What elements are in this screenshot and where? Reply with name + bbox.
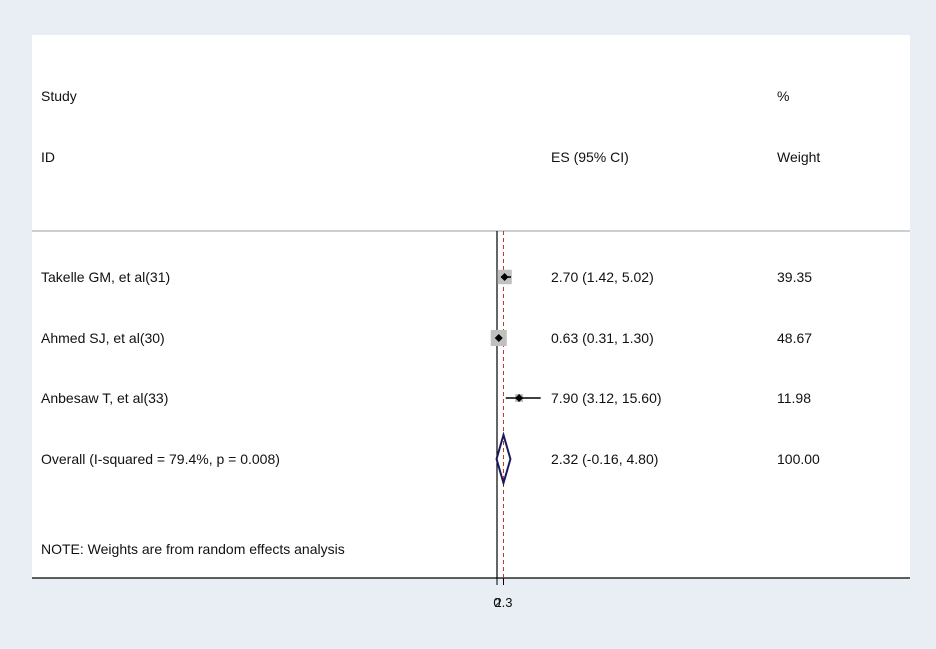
x-tick-label: 0 bbox=[493, 595, 500, 610]
study-ci-text: 0.63 (0.31, 1.30) bbox=[551, 330, 654, 346]
x-tick-label: 2.3 bbox=[494, 595, 512, 610]
overall-weight: 100.00 bbox=[777, 451, 820, 467]
overall-diamond bbox=[495, 431, 512, 487]
header-es-ci: ES (95% CI) bbox=[551, 149, 629, 165]
header-study: Study bbox=[41, 88, 77, 104]
study-point-estimate bbox=[494, 334, 503, 342]
study-label: Takelle GM, et al(31) bbox=[41, 269, 171, 285]
plot-panel bbox=[32, 35, 910, 578]
study-point-estimate bbox=[515, 394, 524, 402]
study-label: Ahmed SJ, et al(30) bbox=[41, 330, 165, 346]
study-weight: 39.35 bbox=[777, 269, 813, 285]
header-id: ID bbox=[41, 149, 55, 165]
header-percent: % bbox=[777, 88, 790, 104]
study-weight: 48.67 bbox=[777, 330, 813, 346]
note-text: NOTE: Weights are from random effects an… bbox=[41, 541, 345, 557]
study-ci-text: 7.90 (3.12, 15.60) bbox=[551, 390, 662, 406]
study-label: Anbesaw T, et al(33) bbox=[41, 390, 169, 406]
study-point-estimate bbox=[500, 273, 509, 281]
overall-ci-text: 2.32 (-0.16, 4.80) bbox=[551, 451, 659, 467]
header-weight: Weight bbox=[777, 149, 821, 165]
study-weight: 11.98 bbox=[777, 390, 811, 406]
overall-label: Overall (I-squared = 79.4%, p = 0.008) bbox=[41, 451, 280, 467]
study-ci-text: 2.70 (1.42, 5.02) bbox=[551, 269, 654, 285]
